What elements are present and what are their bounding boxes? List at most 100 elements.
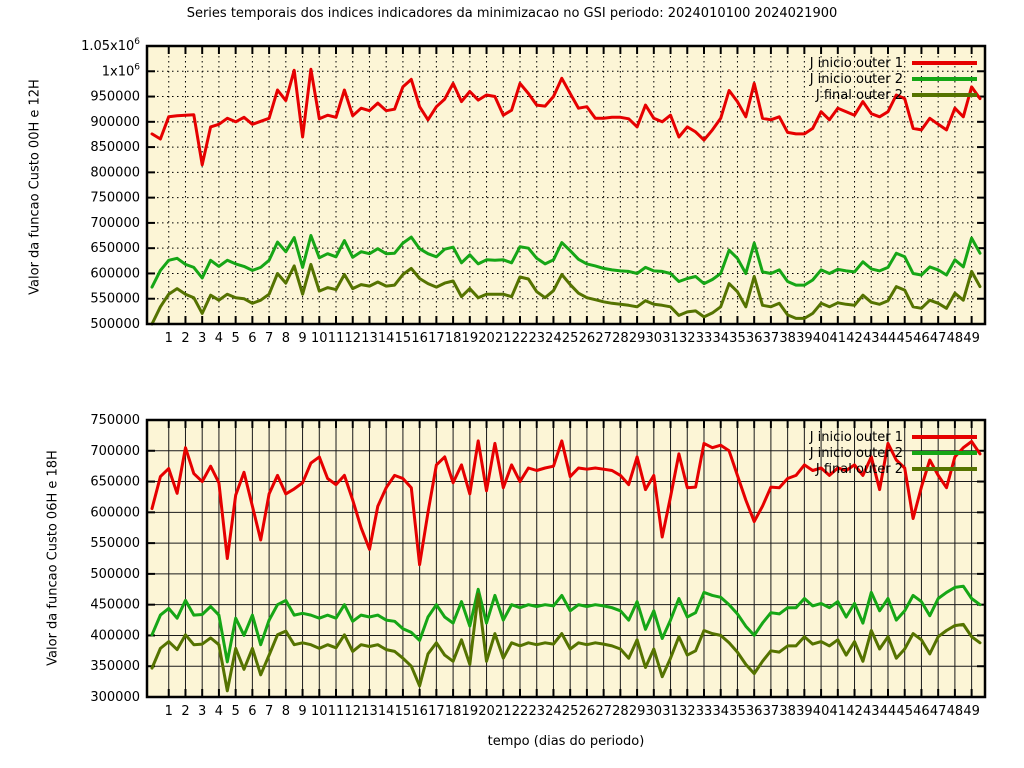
y-tick-label: 500000: [90, 317, 140, 332]
x-tick-label: 19: [462, 704, 479, 719]
x-tick-label: 44: [880, 704, 897, 719]
x-tick-label: 38: [779, 704, 796, 719]
x-tick-label: 32: [679, 704, 696, 719]
series-line-j-inicio-outer-2: [150, 234, 982, 289]
x-tick-label: 24: [545, 704, 562, 719]
x-tick-label: 7: [265, 704, 273, 719]
x-tick-label: 33: [696, 704, 713, 719]
x-tick-label: 32: [679, 331, 696, 346]
y-tick-label: 1x106: [102, 62, 141, 79]
x-tick-label: 16: [411, 704, 428, 719]
x-tick-label: 35: [729, 331, 746, 346]
x-tick-label: 11: [328, 331, 345, 346]
x-tick-label: 2: [181, 331, 189, 346]
x-tick-label: 36: [746, 704, 763, 719]
x-tick-label: 14: [378, 704, 395, 719]
y-tick-label: 600000: [90, 505, 140, 520]
x-tick-label: 4: [215, 704, 223, 719]
y-tick-label: 400000: [90, 628, 140, 643]
x-tick-label: 44: [880, 331, 897, 346]
y-tick-label: 700000: [90, 216, 140, 231]
plot-border: [145, 418, 987, 699]
x-tick-label: 15: [395, 331, 412, 346]
y-tick-label: 1.05x106: [81, 37, 140, 54]
legend-label: J final outer 2: [815, 88, 903, 103]
x-tick-label: 21: [495, 704, 512, 719]
y-tick-label: 500000: [90, 567, 140, 582]
x-tick-label: 1: [165, 331, 173, 346]
x-tick-label: 16: [411, 331, 428, 346]
x-axis-label: tempo (dias do periodo): [487, 734, 645, 749]
x-tick-label: 12: [344, 331, 361, 346]
x-tick-label: 21: [495, 331, 512, 346]
x-tick-label: 36: [746, 331, 763, 346]
x-tick-label: 41: [830, 704, 847, 719]
x-tick-label: 5: [232, 704, 240, 719]
x-tick-label: 30: [646, 704, 663, 719]
x-tick-label: 30: [646, 331, 663, 346]
x-tick-label: 35: [729, 704, 746, 719]
x-tick-label: 1: [165, 704, 173, 719]
x-tick-label: 12: [344, 704, 361, 719]
x-tick-label: 43: [863, 331, 880, 346]
x-tick-label: 23: [528, 331, 545, 346]
x-tick-label: 4: [215, 331, 223, 346]
x-tick-label: 26: [579, 331, 596, 346]
y-tick-label: 300000: [90, 690, 140, 705]
y-tick-label: 900000: [90, 115, 140, 130]
x-tick-label: 5: [232, 331, 240, 346]
x-tick-label: 34: [712, 331, 729, 346]
series-line-j-inicio-outer-2: [150, 584, 982, 664]
y-tick-label: 950000: [90, 90, 140, 105]
y-tick-label: 550000: [90, 536, 140, 551]
x-tick-label: 22: [512, 331, 529, 346]
x-tick-label: 17: [428, 704, 445, 719]
x-tick-label: 27: [595, 331, 612, 346]
y-tick-label: 800000: [90, 165, 140, 180]
x-tick-label: 2: [181, 704, 189, 719]
y-tick-label: 750000: [90, 191, 140, 206]
series-line-j-final-outer-2: [150, 262, 982, 326]
x-tick-label: 42: [846, 704, 863, 719]
x-tick-label: 19: [462, 331, 479, 346]
x-tick-label: 33: [696, 331, 713, 346]
x-tick-label: 26: [579, 704, 596, 719]
x-tick-label: 13: [361, 704, 378, 719]
x-tick-label: 45: [896, 331, 913, 346]
x-tick-label: 47: [930, 331, 947, 346]
x-tick-label: 29: [629, 331, 646, 346]
x-tick-label: 37: [763, 331, 780, 346]
x-tick-label: 39: [796, 331, 813, 346]
x-tick-label: 17: [428, 331, 445, 346]
legend-label: J inicio outer 2: [809, 446, 903, 461]
x-tick-label: 29: [629, 704, 646, 719]
legend-label: J inicio outer 1: [809, 430, 903, 445]
x-tick-label: 9: [298, 704, 306, 719]
x-tick-label: 8: [282, 331, 290, 346]
x-tick-label: 41: [830, 331, 847, 346]
chart-title: Series temporais dos indices indicadores…: [186, 6, 838, 21]
x-tick-label: 6: [248, 704, 256, 719]
y-tick-label: 650000: [90, 241, 140, 256]
y-tick-label: 550000: [90, 292, 140, 307]
x-tick-label: 8: [282, 704, 290, 719]
x-tick-label: 28: [612, 704, 629, 719]
legend-label: J inicio outer 2: [809, 72, 903, 87]
x-tick-label: 43: [863, 704, 880, 719]
x-tick-label: 13: [361, 331, 378, 346]
x-tick-label: 11: [328, 704, 345, 719]
x-tick-label: 40: [813, 704, 830, 719]
x-tick-label: 39: [796, 704, 813, 719]
x-tick-label: 6: [248, 331, 256, 346]
x-tick-label: 20: [478, 331, 495, 346]
y-tick-label: 700000: [90, 444, 140, 459]
y-tick-label: 600000: [90, 266, 140, 281]
x-tick-label: 23: [528, 704, 545, 719]
x-tick-label: 15: [395, 704, 412, 719]
x-tick-label: 46: [913, 704, 930, 719]
x-tick-label: 24: [545, 331, 562, 346]
x-tick-label: 20: [478, 704, 495, 719]
y-tick-label: 350000: [90, 659, 140, 674]
